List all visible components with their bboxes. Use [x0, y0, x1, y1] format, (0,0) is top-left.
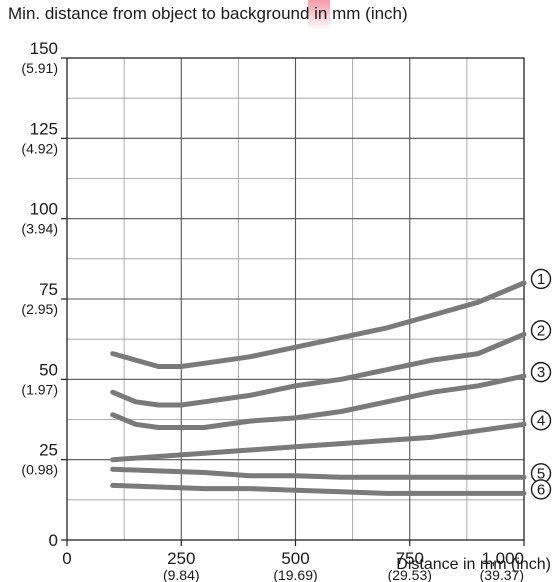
x-tick-label: 500 — [281, 549, 309, 568]
series-label-1: 1① — [537, 271, 545, 288]
series-line-5 — [110, 466, 527, 480]
y-tick-label: 150 — [30, 39, 58, 58]
series-line-2 — [110, 331, 527, 408]
x-tick-label: 250 — [167, 549, 195, 568]
y-tick-sublabel: (4.92) — [21, 140, 58, 156]
series-line-6 — [110, 482, 527, 496]
x-tick-sublabel: (9.84) — [163, 567, 200, 582]
x-tick-sublabel: (39.37) — [480, 567, 524, 582]
series-line-1 — [110, 280, 527, 369]
y-tick-label: 0 — [49, 531, 58, 550]
series-label-4: 4④ — [537, 412, 545, 429]
y-tick-label: 125 — [30, 119, 58, 138]
y-tick-label: 50 — [39, 360, 58, 379]
y-tick-sublabel: (3.94) — [21, 221, 58, 237]
series-label-5: 5⑤ — [537, 465, 545, 482]
series-marker-circle-1 — [530, 268, 552, 290]
decorative-pink-mark — [308, 0, 330, 30]
series-line-4 — [110, 421, 527, 463]
x-tick-sublabel: (19.69) — [273, 567, 317, 582]
x-tick-label: 1,000 — [481, 549, 524, 568]
series-marker-circle-3 — [530, 361, 552, 383]
series-label-2: 2② — [537, 322, 545, 339]
series-label-3: 3③ — [537, 364, 545, 381]
y-tick-sublabel: (2.95) — [21, 301, 58, 317]
x-tick-sublabel: (29.53) — [388, 567, 432, 582]
series-line-3 — [110, 373, 527, 430]
x-axis-label: Distance in mm (inch) — [396, 556, 551, 573]
y-tick-sublabel: (5.91) — [21, 60, 58, 76]
x-tick-label: 750 — [396, 549, 424, 568]
chart-title: Min. distance from object to background … — [8, 4, 408, 23]
series-marker-circle-6 — [530, 479, 552, 500]
x-tick-label: 0 — [62, 549, 71, 568]
series-marker-circle-4 — [530, 410, 552, 431]
y-tick-label: 100 — [30, 200, 58, 219]
y-tick-sublabel: (1.97) — [21, 381, 58, 397]
y-tick-label: 75 — [39, 280, 58, 299]
y-tick-sublabel: (0.98) — [21, 462, 58, 478]
y-tick-label: 25 — [39, 441, 58, 460]
series-marker-circle-2 — [530, 320, 552, 341]
series-label-6: 6⑥ — [537, 481, 545, 498]
